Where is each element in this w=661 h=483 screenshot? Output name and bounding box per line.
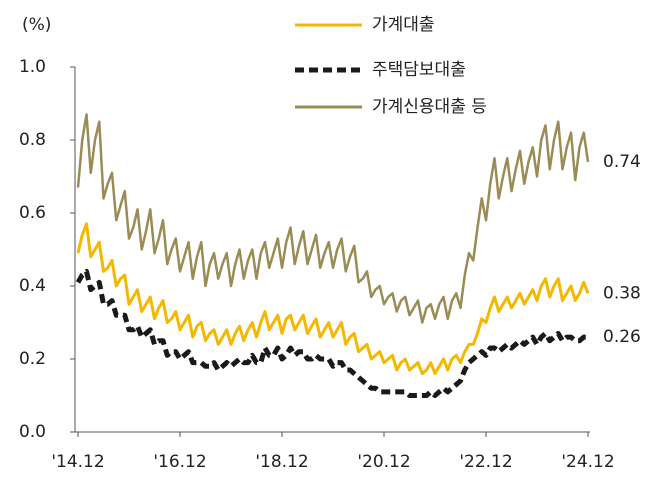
- legend-label: 가계대출: [372, 15, 435, 35]
- y-tick-label: 0.2: [19, 349, 46, 369]
- y-unit-label: (%): [22, 15, 51, 35]
- y-tick-label: 0.6: [19, 203, 46, 223]
- legend-label: 주택담보대출: [372, 60, 466, 80]
- x-tick-label: '22.12: [459, 452, 512, 472]
- y-tick-label: 0.0: [19, 422, 46, 442]
- y-tick-label: 1.0: [19, 57, 46, 77]
- x-tick-label: '24.12: [561, 452, 614, 472]
- legend-label: 가계신용대출 등: [372, 97, 487, 117]
- end-value-label: 0.38: [603, 283, 641, 303]
- series-line: [76, 222, 590, 376]
- y-tick-label: 0.8: [19, 130, 46, 150]
- x-tick-label: '20.12: [357, 452, 410, 472]
- x-tick-label: '16.12: [153, 452, 206, 472]
- end-value-label: 0.26: [603, 327, 641, 347]
- series-line: [76, 113, 590, 324]
- end-value-label: 0.74: [603, 152, 641, 172]
- series-line: [75, 268, 588, 398]
- x-tick-label: '14.12: [51, 452, 104, 472]
- y-tick-label: 0.4: [19, 276, 46, 296]
- x-tick-label: '18.12: [255, 452, 308, 472]
